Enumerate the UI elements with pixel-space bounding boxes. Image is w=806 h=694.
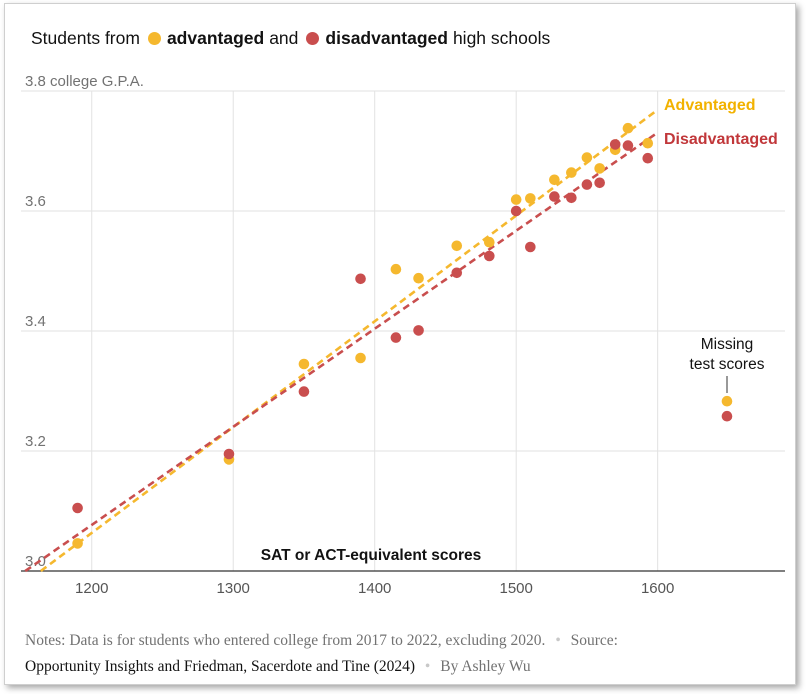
disadvantaged-point (549, 191, 560, 202)
advantaged-point (413, 272, 424, 284)
byline-separator: • (424, 658, 431, 675)
advantaged-point (298, 358, 310, 370)
disadvantaged-trend-line (24, 132, 657, 573)
disadvantaged-point (510, 205, 522, 217)
disadvantaged-point (484, 250, 495, 262)
legend-disadvantaged-dot (306, 32, 320, 45)
advantaged-point (642, 137, 654, 149)
advantaged-point (581, 152, 593, 163)
chart-notes: Notes: Data is for students who entered … (25, 628, 618, 680)
x-tick-label: 1200 (75, 580, 108, 597)
disadvantaged-point (642, 152, 654, 164)
chart-legend: Students from advantaged and disadvantag… (31, 28, 550, 49)
x-tick-label: 1600 (641, 580, 674, 597)
y-tick-label: 3.8 college G.P.A. (25, 73, 144, 90)
disadvantaged-point (451, 267, 463, 279)
legend-advantaged-label: advantaged (166, 28, 265, 48)
source-label: Source: (570, 632, 618, 649)
byline: By Ashley Wu (440, 658, 531, 675)
scatter-chart: 3.0 3.2 3.4 3.6 3.8 college G.P.A. 1200 1300 14… (21, 73, 785, 597)
y-tick-label: 3.6 (25, 193, 46, 210)
disadvantaged-point (609, 139, 621, 150)
chart-card: Students from advantaged and disadvantag… (4, 3, 796, 685)
advantaged-point (484, 236, 495, 248)
y-tick-label: 3.2 (25, 433, 46, 450)
disadvantaged-point (390, 332, 402, 343)
legend-advantaged-dot (147, 32, 161, 45)
advantaged-point (510, 194, 522, 205)
legend-suffix: high schools (452, 28, 551, 48)
missing-disadvantaged-point (721, 410, 733, 422)
advantaged-point (390, 263, 402, 275)
y-tick-label: 3.0 (25, 553, 46, 570)
disadvantaged-point (566, 192, 577, 204)
advantaged-point (594, 163, 605, 174)
advantaged-trend-line (40, 109, 658, 573)
advantaged-point (72, 538, 83, 549)
legend-prefix: Students from (31, 28, 140, 48)
x-axis-title: SAT or ACT-equivalent scores (261, 547, 482, 564)
notes-text: Data is for students who entered college… (69, 632, 546, 649)
advantaged-point (355, 352, 366, 364)
x-tick-label: 1400 (358, 580, 391, 597)
disadvantaged-series-label: Disadvantaged (664, 131, 778, 148)
disadvantaged-point (525, 241, 536, 253)
advantaged-point (622, 122, 634, 134)
y-tick-label: 3.4 (25, 313, 46, 330)
notes-separator: • (555, 632, 561, 649)
advantaged-series-label: Advantaged (664, 97, 756, 114)
disadvantaged-point (298, 386, 310, 397)
missing-label-line-1: Missing (701, 336, 754, 353)
advantaged-point (525, 193, 536, 204)
disadvantaged-point (594, 177, 605, 189)
missing-label-line-2: test scores (690, 356, 765, 373)
legend-disadvantaged-label: disadvantaged (325, 28, 448, 48)
advantaged-point (451, 240, 463, 252)
advantaged-point (549, 174, 560, 186)
legend-conjunction: and (269, 28, 299, 48)
disadvantaged-point (355, 273, 366, 285)
source-text: Opportunity Insights and Friedman, Sacer… (25, 658, 416, 675)
disadvantaged-point (413, 325, 424, 336)
disadvantaged-point (72, 502, 83, 514)
notes-label: Notes: (25, 632, 66, 649)
missing-advantaged-point (721, 395, 733, 407)
disadvantaged-point (622, 140, 634, 151)
advantaged-point (566, 167, 577, 178)
x-tick-label: 1500 (499, 580, 532, 597)
x-tick-label: 1300 (217, 580, 250, 597)
disadvantaged-point (581, 179, 593, 190)
disadvantaged-point (223, 448, 235, 460)
